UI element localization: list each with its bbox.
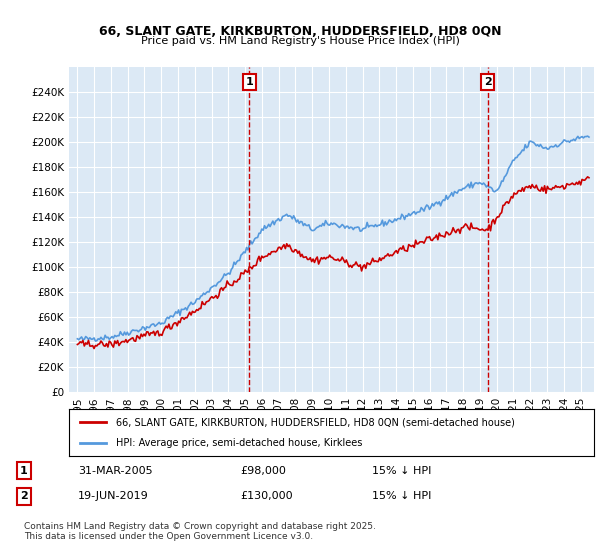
Text: 2: 2 bbox=[20, 492, 28, 501]
Text: 66, SLANT GATE, KIRKBURTON, HUDDERSFIELD, HD8 0QN (semi-detached house): 66, SLANT GATE, KIRKBURTON, HUDDERSFIELD… bbox=[116, 417, 515, 427]
Text: 15% ↓ HPI: 15% ↓ HPI bbox=[372, 466, 431, 476]
Text: 15% ↓ HPI: 15% ↓ HPI bbox=[372, 492, 431, 501]
Text: Price paid vs. HM Land Registry's House Price Index (HPI): Price paid vs. HM Land Registry's House … bbox=[140, 36, 460, 46]
Text: £130,000: £130,000 bbox=[240, 492, 293, 501]
Text: 1: 1 bbox=[245, 77, 253, 87]
Text: Contains HM Land Registry data © Crown copyright and database right 2025.
This d: Contains HM Land Registry data © Crown c… bbox=[24, 522, 376, 542]
Text: 19-JUN-2019: 19-JUN-2019 bbox=[78, 492, 149, 501]
Text: HPI: Average price, semi-detached house, Kirklees: HPI: Average price, semi-detached house,… bbox=[116, 438, 362, 448]
Text: 1: 1 bbox=[20, 466, 28, 476]
Text: 66, SLANT GATE, KIRKBURTON, HUDDERSFIELD, HD8 0QN: 66, SLANT GATE, KIRKBURTON, HUDDERSFIELD… bbox=[99, 25, 501, 38]
Text: 2: 2 bbox=[484, 77, 492, 87]
Text: 31-MAR-2005: 31-MAR-2005 bbox=[78, 466, 152, 476]
Text: £98,000: £98,000 bbox=[240, 466, 286, 476]
